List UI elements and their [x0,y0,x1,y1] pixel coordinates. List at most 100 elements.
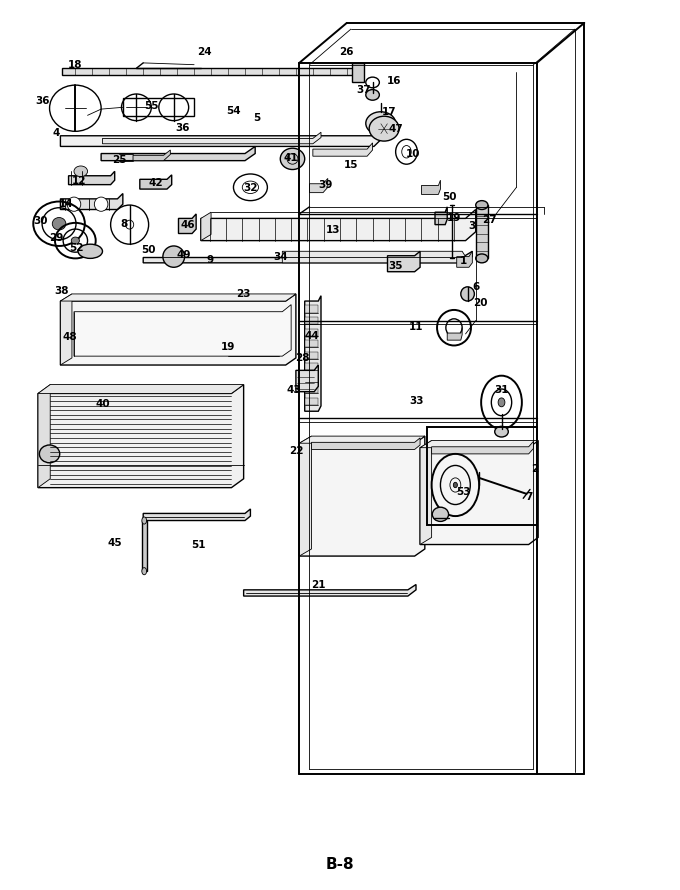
Text: 53: 53 [456,487,471,498]
Text: 8: 8 [120,219,128,229]
Text: 29: 29 [49,233,63,243]
Polygon shape [305,375,318,382]
Polygon shape [299,436,311,556]
Polygon shape [69,171,115,184]
Text: 42: 42 [148,178,163,188]
Text: 28: 28 [295,353,310,363]
Text: 27: 27 [482,215,496,225]
Polygon shape [38,384,243,393]
Polygon shape [305,295,321,411]
Polygon shape [61,193,123,209]
Text: 22: 22 [288,446,303,457]
Polygon shape [101,147,255,160]
Polygon shape [435,206,447,224]
Ellipse shape [366,90,379,101]
Text: 35: 35 [388,261,403,271]
Ellipse shape [280,149,305,169]
Ellipse shape [67,197,81,211]
Text: 16: 16 [387,76,401,85]
Polygon shape [476,205,488,258]
Text: 25: 25 [112,155,126,165]
Polygon shape [305,328,318,336]
Ellipse shape [142,517,147,524]
Text: 33: 33 [409,395,424,406]
Text: 23: 23 [237,289,251,299]
Text: 43: 43 [286,384,301,395]
Polygon shape [61,124,388,147]
Text: 2: 2 [531,464,539,474]
Polygon shape [313,143,373,157]
Ellipse shape [476,254,488,263]
Polygon shape [143,251,473,263]
Polygon shape [299,436,425,556]
Text: 47: 47 [388,124,403,134]
Text: 11: 11 [409,322,423,332]
Ellipse shape [78,244,103,258]
Text: 45: 45 [107,538,122,547]
Text: 36: 36 [35,96,50,106]
Text: 32: 32 [243,183,258,193]
Polygon shape [61,294,72,365]
Text: 7: 7 [525,491,532,502]
Ellipse shape [476,200,488,209]
Polygon shape [61,294,296,365]
Polygon shape [38,384,50,488]
Text: 52: 52 [69,243,84,253]
Polygon shape [305,340,318,347]
Polygon shape [296,365,318,392]
Text: 40: 40 [95,399,109,409]
Polygon shape [38,384,243,488]
Ellipse shape [74,166,88,176]
Polygon shape [142,521,147,571]
Text: 30: 30 [33,216,48,226]
Text: 20: 20 [473,298,488,308]
Text: 41: 41 [284,153,299,163]
Polygon shape [420,441,538,448]
Text: 50: 50 [141,245,156,255]
Polygon shape [305,386,318,393]
Ellipse shape [366,112,396,135]
Text: 1: 1 [460,256,467,266]
Polygon shape [243,585,416,596]
Text: 38: 38 [54,287,69,296]
Text: 44: 44 [304,331,319,341]
Ellipse shape [495,426,508,437]
Ellipse shape [163,246,184,267]
Text: 50: 50 [443,192,457,202]
Text: 19: 19 [221,343,235,352]
Text: 49: 49 [177,250,191,260]
Polygon shape [305,352,318,359]
Text: 31: 31 [494,384,509,395]
Polygon shape [447,328,462,340]
Polygon shape [422,180,441,194]
Text: 14: 14 [59,199,74,209]
Bar [427,427,537,525]
Polygon shape [420,441,538,545]
Polygon shape [133,150,171,160]
Text: 46: 46 [180,220,194,230]
Polygon shape [388,251,420,271]
Polygon shape [420,441,432,545]
Polygon shape [299,436,425,443]
Text: 12: 12 [71,176,86,186]
Text: 21: 21 [311,580,326,590]
Text: 55: 55 [144,101,158,110]
Text: 4: 4 [52,128,60,138]
Polygon shape [305,363,318,370]
Polygon shape [305,398,318,405]
Ellipse shape [461,287,475,301]
Text: 54: 54 [226,106,241,116]
Polygon shape [103,133,321,144]
Polygon shape [62,69,360,76]
Text: 13: 13 [326,225,341,235]
Polygon shape [311,438,420,449]
Polygon shape [61,294,296,301]
Polygon shape [201,209,476,240]
Text: 5: 5 [254,113,261,123]
Polygon shape [178,214,196,233]
Ellipse shape [498,398,505,407]
Ellipse shape [432,507,449,522]
Text: 36: 36 [175,123,190,133]
Text: 37: 37 [356,85,371,94]
Text: 9: 9 [206,255,214,265]
